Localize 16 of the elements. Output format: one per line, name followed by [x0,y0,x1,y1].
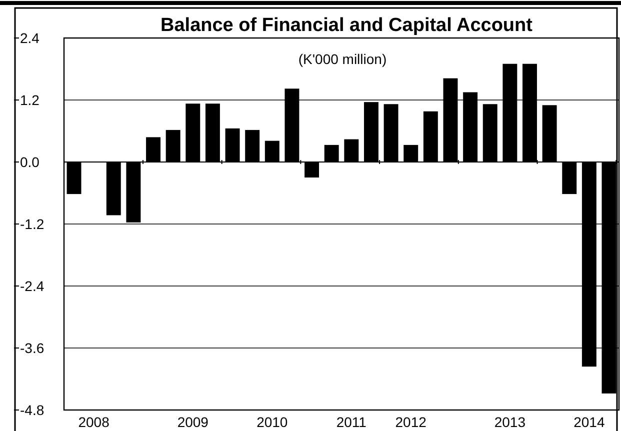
x-tick-label: 2014 [574,414,605,430]
y-tick-label: -2.4 [20,278,44,294]
x-tick-label: 2012 [395,414,427,430]
x-tick-label: 2008 [78,414,110,430]
y-tick-label: 0.0 [20,154,40,170]
x-tick-label: 2010 [256,414,288,430]
y-tick-label: -4.8 [20,402,44,418]
x-tick-label: 2013 [494,414,526,430]
y-tick-label: 2.4 [20,30,40,46]
y-tick-label: -3.6 [20,340,44,356]
x-tick-label: 2009 [177,414,209,430]
text: (K'000 million) [298,51,387,67]
x-tick-label: 2011 [336,414,367,430]
chart-title: Balance of Financial and Capital Account [160,15,534,36]
y-tick-label: 1.2 [20,92,40,108]
y-tick-label: -1.2 [20,216,44,232]
